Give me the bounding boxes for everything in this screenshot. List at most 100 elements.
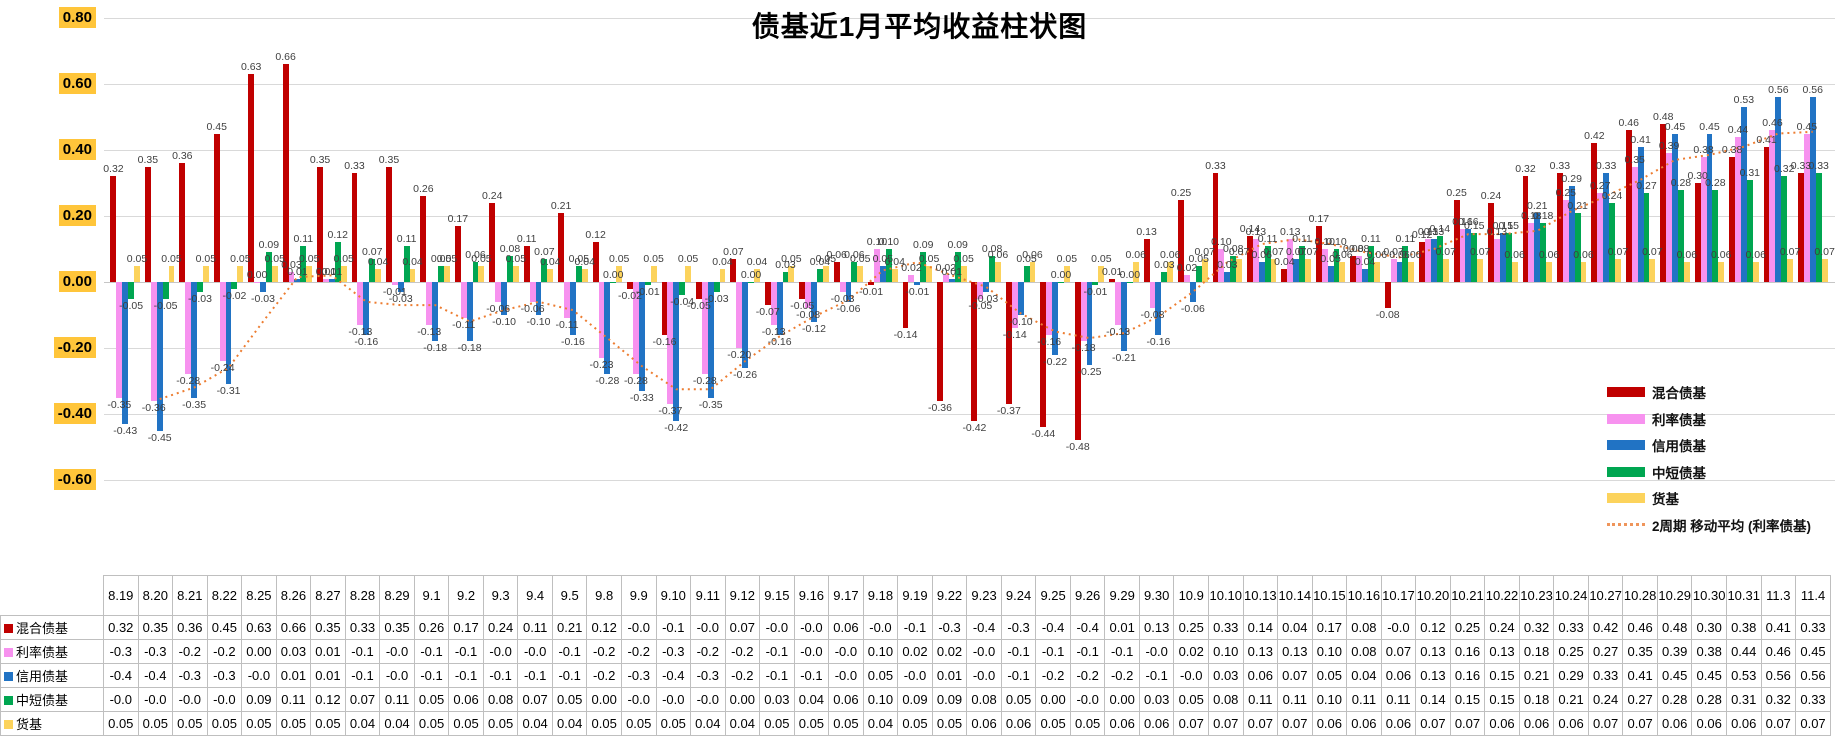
table-cell: 0.05 [931,711,968,736]
bar-利率债基-10.22 [1493,239,1500,282]
bar-value-label: 0.17 [1308,212,1330,225]
table-cell: 0.33 [344,615,381,640]
bar-value-label: 0.11 [1395,232,1416,245]
bar-利率债基-9.16 [805,282,812,309]
bar-value-label: 0.07 [1285,245,1307,258]
bar-利率债基-9.10 [667,282,674,405]
y-axis-label: 0.00 [0,271,96,292]
table-cell: 0.06 [1311,711,1348,736]
bar-value-label: 0.10 [1326,236,1347,248]
bar-value-label: 0.17 [447,212,469,225]
bar-value-label: -0.14 [893,329,918,342]
bar-value-label: 0.00 [603,269,624,281]
table-cell: 0.05 [103,711,139,736]
bar-value-label: -0.06 [836,302,861,315]
table-cell: -0.0 [759,615,795,640]
table-cell: 0.03 [1138,687,1175,712]
legend-label: 货基 [1652,492,1679,507]
table-cell: -0.1 [482,663,519,688]
table-cell: 0.06 [1725,711,1762,736]
table-row-信用债基: 信用债基 -0.4 -0.4 -0.3 -0.3 -0.0 0.01 0.01 -0.1 -0.0… [0,663,1831,688]
bar-value-label: 0.03 [1217,259,1238,272]
bar-利率债基-10.14 [1287,239,1294,282]
table-cell: 0.32 [1518,615,1555,640]
bar-value-label: 0.28 [1670,176,1692,189]
bar-value-label: 0.10 [1314,236,1335,248]
legend-label: 中短债基 [1652,465,1706,481]
bar-value-label: -0.18 [423,342,448,355]
y-axis-label: 0.60 [0,73,96,94]
table-cell: 0.05 [1173,687,1209,712]
table-cell: 0.05 [828,711,864,736]
table-cell: 0.18 [1518,639,1555,664]
table-cell: -0.4 [655,663,692,688]
bar-value-label: 0.01 [287,265,308,278]
bar-中短债基-8.22 [231,282,238,289]
bar-value-label: 0.48 [1653,110,1674,123]
table-cell: -0.4 [1069,615,1106,640]
bar-value-label: 0.25 [1555,186,1577,199]
bar-信用债基-9.8 [604,282,611,375]
bar-value-label: 0.11 [396,232,417,245]
table-cell: 0.38 [1691,639,1727,664]
bar-value-label: 0.00 [740,269,762,281]
bar-中短债基-9.17 [851,262,858,282]
table-date-header: 10.24 [1553,575,1589,616]
bar-value-label: -0.11 [452,319,476,332]
table-cell: 0.05 [275,711,312,736]
bar-value-label: -0.10 [492,316,517,328]
table-cell: 0.66 [275,615,312,640]
bar-value-label: -0.42 [962,421,987,434]
bar-货基-9.4 [547,268,554,282]
bar-混合债基-9.11 [695,282,702,299]
bar-混合债基-10.20 [1419,242,1426,282]
bar-value-label: -0.35 [107,398,132,411]
bar-value-label: -0.16 [560,335,585,348]
table-cell: -0.0 [172,687,208,712]
table-cell: -0.2 [206,639,243,664]
bar-value-label: -0.05 [968,299,993,312]
bar-value-label: 0.04 [367,255,389,268]
bar-利率债基-9.26 [1080,282,1087,342]
table-cell: 0.36 [172,615,208,640]
bar-利率债基-10.24 [1562,199,1569,282]
bar-value-label: -0.01 [635,286,660,299]
bar-value-label: 0.30 [1687,170,1708,182]
bar-利率债基-10.9 [1184,275,1190,282]
table-cell: 0.05 [137,711,174,736]
table-cell: 0.02 [897,639,933,664]
bar-value-label: 0.33 [1205,160,1226,173]
table-cell: -0.4 [137,663,174,688]
table-cell: 0.13 [1415,639,1451,664]
table-cell: 0.17 [1311,615,1348,640]
bar-value-label: -0.16 [1146,335,1171,348]
table-cell: 0.06 [1242,663,1279,688]
bar-value-label: 0.04 [1354,255,1376,268]
table-date-header: 9.11 [690,575,726,616]
table-cell: 0.13 [1415,663,1451,688]
legend-item-货基: 货基 [1607,488,1679,507]
bar-value-label: 0.03 [775,259,796,272]
table-cell: 0.63 [241,615,277,640]
bar-利率债基-8.27 [323,278,329,282]
bar-中短债基-9.12 [748,282,754,283]
bar-value-label: 0.24 [1601,189,1623,202]
bar-value-label: -0.03 [251,292,275,305]
table-date-header: 9.22 [931,575,968,616]
table-cell: 0.09 [931,687,968,712]
table-cell: 0.33 [1795,687,1831,712]
table-cell: 0.33 [1587,663,1624,688]
data-table: 8.19 8.20 8.21 8.22 8.25 8.26 8.27 8.28 8.29 9.1 9… [0,575,1839,736]
bar-value-label: -0.36 [141,401,166,414]
table-date-header: 10.17 [1380,575,1417,616]
bar-混合债基-9.29 [1109,278,1116,282]
table-cell: 0.05 [862,663,899,688]
gridline [104,282,1835,283]
table-cell: 0.25 [1173,615,1209,640]
bar-value-label: 0.08 [1348,242,1370,255]
bar-value-label: 0.06 [1366,249,1388,262]
table-cell: -0.0 [1380,615,1417,640]
bar-value-label: 0.08 [1343,242,1364,255]
table-cell: 0.06 [1138,711,1175,736]
bar-利率债基-8.28 [357,282,364,325]
